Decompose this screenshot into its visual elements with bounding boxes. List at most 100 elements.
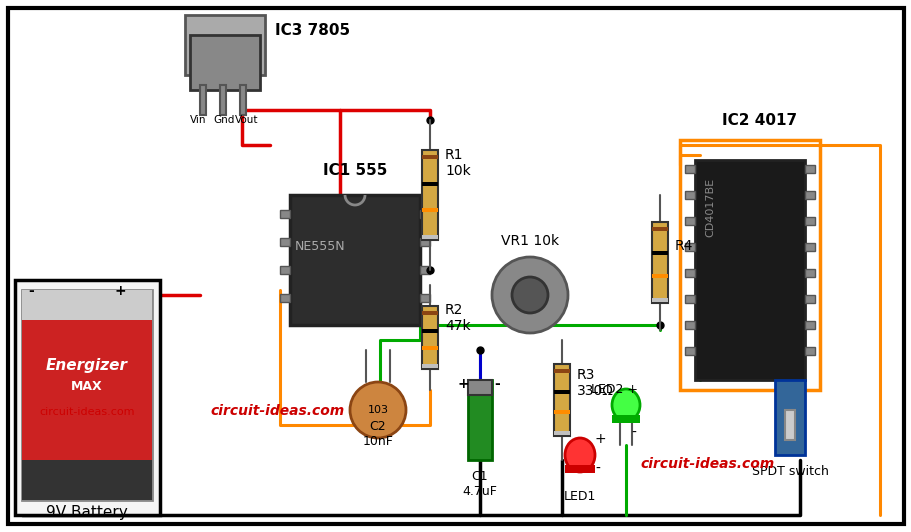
Bar [420, 210, 429, 218]
Bar [420, 238, 429, 246]
Bar [422, 311, 437, 315]
Bar [684, 191, 694, 199]
Text: -: - [494, 377, 499, 391]
Bar [280, 210, 290, 218]
Bar [467, 380, 491, 395]
Bar [651, 222, 667, 303]
Text: Vin: Vin [189, 115, 206, 125]
Bar [553, 369, 569, 373]
Bar [684, 243, 694, 251]
Bar [684, 217, 694, 225]
Bar [565, 465, 594, 473]
Bar [220, 85, 226, 115]
Bar [22, 290, 152, 500]
Text: R1
10k: R1 10k [445, 148, 470, 178]
Bar [611, 415, 640, 423]
Text: LED2 +: LED2 + [590, 383, 638, 396]
Bar [280, 238, 290, 246]
Bar [804, 191, 814, 199]
Bar [784, 410, 794, 440]
Text: CD4017BE: CD4017BE [704, 178, 714, 237]
Text: MAX: MAX [71, 380, 103, 393]
Text: R2
47k: R2 47k [445, 303, 470, 333]
Bar [422, 155, 437, 159]
Ellipse shape [565, 438, 594, 472]
Bar [684, 321, 694, 329]
Bar [804, 295, 814, 303]
Bar [804, 165, 814, 173]
Bar [189, 35, 260, 90]
Bar [684, 347, 694, 355]
Text: -: - [28, 284, 34, 298]
Text: Energizer: Energizer [46, 358, 128, 373]
Bar [422, 306, 437, 369]
Bar [280, 294, 290, 302]
Text: C1
4.7uF: C1 4.7uF [462, 470, 496, 498]
Bar [422, 181, 437, 186]
Circle shape [511, 277, 548, 313]
Bar [651, 275, 667, 278]
Text: +: + [457, 377, 469, 391]
Bar [22, 320, 152, 460]
Text: IC2 4017: IC2 4017 [722, 113, 797, 128]
Bar [422, 235, 437, 239]
Bar [200, 85, 206, 115]
Text: circuit-ideas.com: circuit-ideas.com [640, 457, 773, 471]
Bar [422, 209, 437, 212]
Bar [553, 364, 569, 436]
Text: LED1: LED1 [563, 490, 596, 503]
Bar [420, 266, 429, 274]
Text: Vout: Vout [235, 115, 258, 125]
Bar [694, 160, 804, 380]
Circle shape [491, 257, 568, 333]
Bar [467, 380, 491, 460]
Bar [280, 266, 290, 274]
Bar [684, 269, 694, 277]
Text: -: - [630, 426, 635, 440]
Bar [804, 321, 814, 329]
Text: +: + [594, 432, 606, 446]
Bar [684, 295, 694, 303]
Bar [651, 298, 667, 302]
Bar [185, 15, 265, 75]
Bar [22, 290, 152, 320]
Text: -: - [594, 462, 599, 476]
Text: R3
330Ω: R3 330Ω [577, 368, 613, 398]
Bar [422, 329, 437, 332]
Bar [804, 217, 814, 225]
Text: C2
10nF: C2 10nF [363, 420, 393, 448]
Text: circuit-ideas.com: circuit-ideas.com [39, 407, 135, 417]
Bar [684, 165, 694, 173]
Text: NE555N: NE555N [294, 240, 345, 253]
Bar [804, 347, 814, 355]
Text: IC3 7805: IC3 7805 [275, 23, 350, 38]
Bar [22, 460, 152, 500]
Bar [774, 380, 804, 455]
Bar [422, 346, 437, 351]
Circle shape [350, 382, 405, 438]
Text: R4: R4 [674, 239, 692, 253]
Text: VR1 10k: VR1 10k [500, 234, 558, 248]
Text: IC1 555: IC1 555 [322, 163, 387, 178]
Bar [680, 140, 819, 390]
Text: circuit-ideas.com: circuit-ideas.com [210, 404, 343, 418]
Bar [240, 85, 246, 115]
Ellipse shape [611, 389, 640, 421]
Bar [804, 269, 814, 277]
Text: +: + [115, 284, 127, 298]
Bar [553, 410, 569, 414]
Bar [651, 227, 667, 231]
Bar [422, 150, 437, 240]
Bar [290, 195, 420, 325]
Bar [651, 251, 667, 255]
Bar [804, 243, 814, 251]
Bar [420, 294, 429, 302]
Text: SPDT switch: SPDT switch [751, 465, 827, 478]
Bar [553, 431, 569, 435]
Bar [553, 389, 569, 394]
Text: 9V Battery: 9V Battery [46, 505, 128, 520]
Text: 103: 103 [367, 405, 388, 415]
Bar [422, 364, 437, 368]
Text: Gnd: Gnd [213, 115, 234, 125]
Bar [15, 280, 159, 515]
